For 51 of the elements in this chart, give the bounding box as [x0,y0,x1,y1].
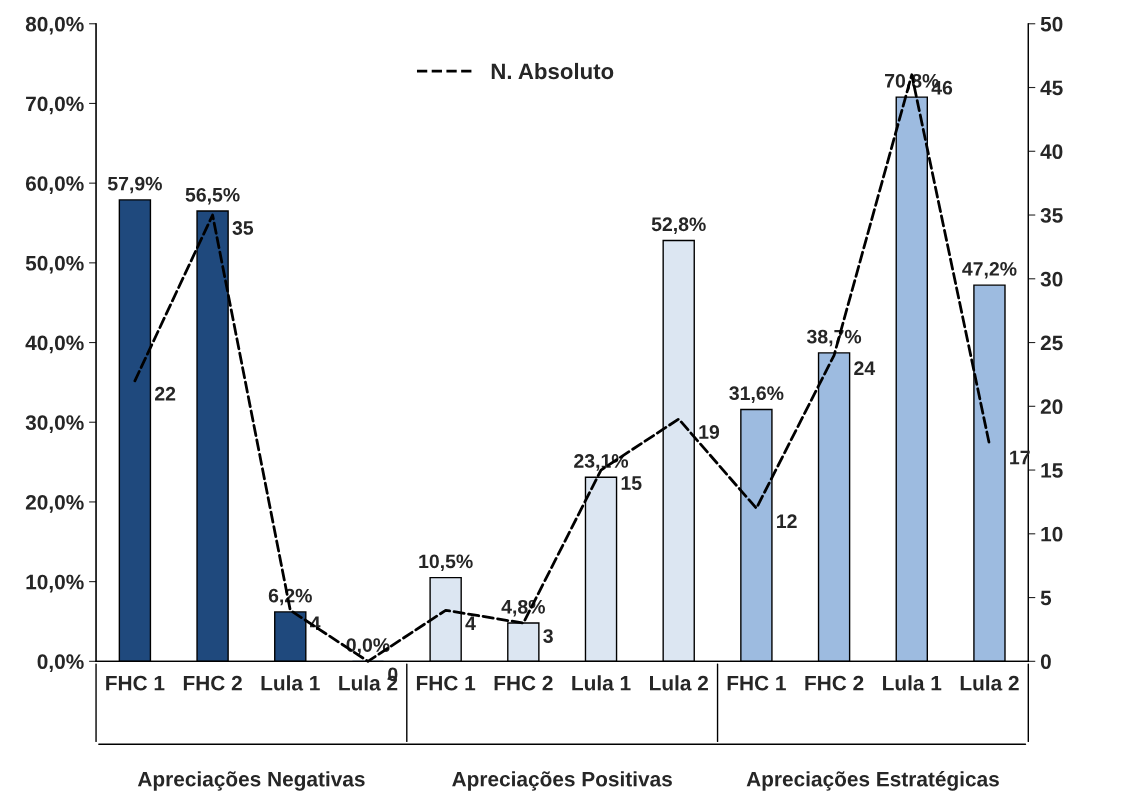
x-tick-label: FHC 2 [183,675,242,691]
y2-tick-label: 10 [1041,526,1063,542]
data-label: 19 [699,425,720,439]
text: Apreciações Estratégicas [746,771,999,791]
data-label: 4,8% [501,599,545,617]
y-tick-label: 60,0% [25,176,84,194]
x-tick-label: Lula 2 [650,675,708,691]
y2-tick-label: 25 [1040,335,1063,351]
y2-tick-label: 35 [1040,208,1063,223]
x-tick-label: FHC 2 [494,675,553,691]
data-label: 6,2% [268,588,312,606]
data-label: 10,5% [419,554,473,572]
y2-tick-label: 45 [1040,80,1063,96]
text: Apreciações Positivas [452,771,672,791]
y-tick-label: 30,0% [25,415,84,434]
y2-tick-label: 20 [1040,399,1063,415]
y-tick-label: 20,0% [25,494,84,513]
x-tick-label: Lula 1 [883,675,942,691]
x-tick-label: FHC 1 [727,675,786,691]
y2-tick-label: 30 [1040,271,1063,287]
text: Apreciações Negativas [137,771,365,791]
x-tick-label: FHC 1 [416,675,476,691]
y-tick-label: 40,0% [25,335,84,354]
y2-tick-label: 15 [1041,463,1063,478]
data-label: 35 [232,221,254,235]
x-tick-label: FHC 2 [805,675,864,691]
y-tick-label: 50,0% [25,255,84,274]
y-tick-label: 70,0% [26,96,84,115]
data-label: 24 [854,361,876,375]
data-label: 12 [777,514,797,528]
data-label: 4 [465,616,476,630]
data-label: 56,5% [185,187,240,205]
y-tick-label: 80,0% [25,16,84,35]
data-label: 31,6% [729,386,784,403]
data-label: 57,9% [107,176,162,194]
y2-tick-label: 0 [1040,654,1051,670]
x-tick-label: Lula 1 [572,675,631,691]
data-label: 47,2% [962,261,1017,279]
x-tick-label: FHC 1 [106,675,165,691]
data-label: 22 [155,386,176,401]
x-tick-label: Lula 1 [261,675,320,691]
y-tick-label: 10,0% [26,574,84,593]
data-label: 52,8% [651,217,706,234]
y2-tick-label: 5 [1040,590,1052,606]
y2-tick-label: 40 [1040,144,1063,160]
y-tick-label: 0,0% [37,654,84,673]
y2-tick-label: 50 [1040,16,1063,32]
data-label: 15 [621,476,642,490]
legend-label: N. Absoluto [491,62,614,80]
data-label: 3 [543,629,553,643]
x-tick-label: Lula 2 [960,675,1019,691]
